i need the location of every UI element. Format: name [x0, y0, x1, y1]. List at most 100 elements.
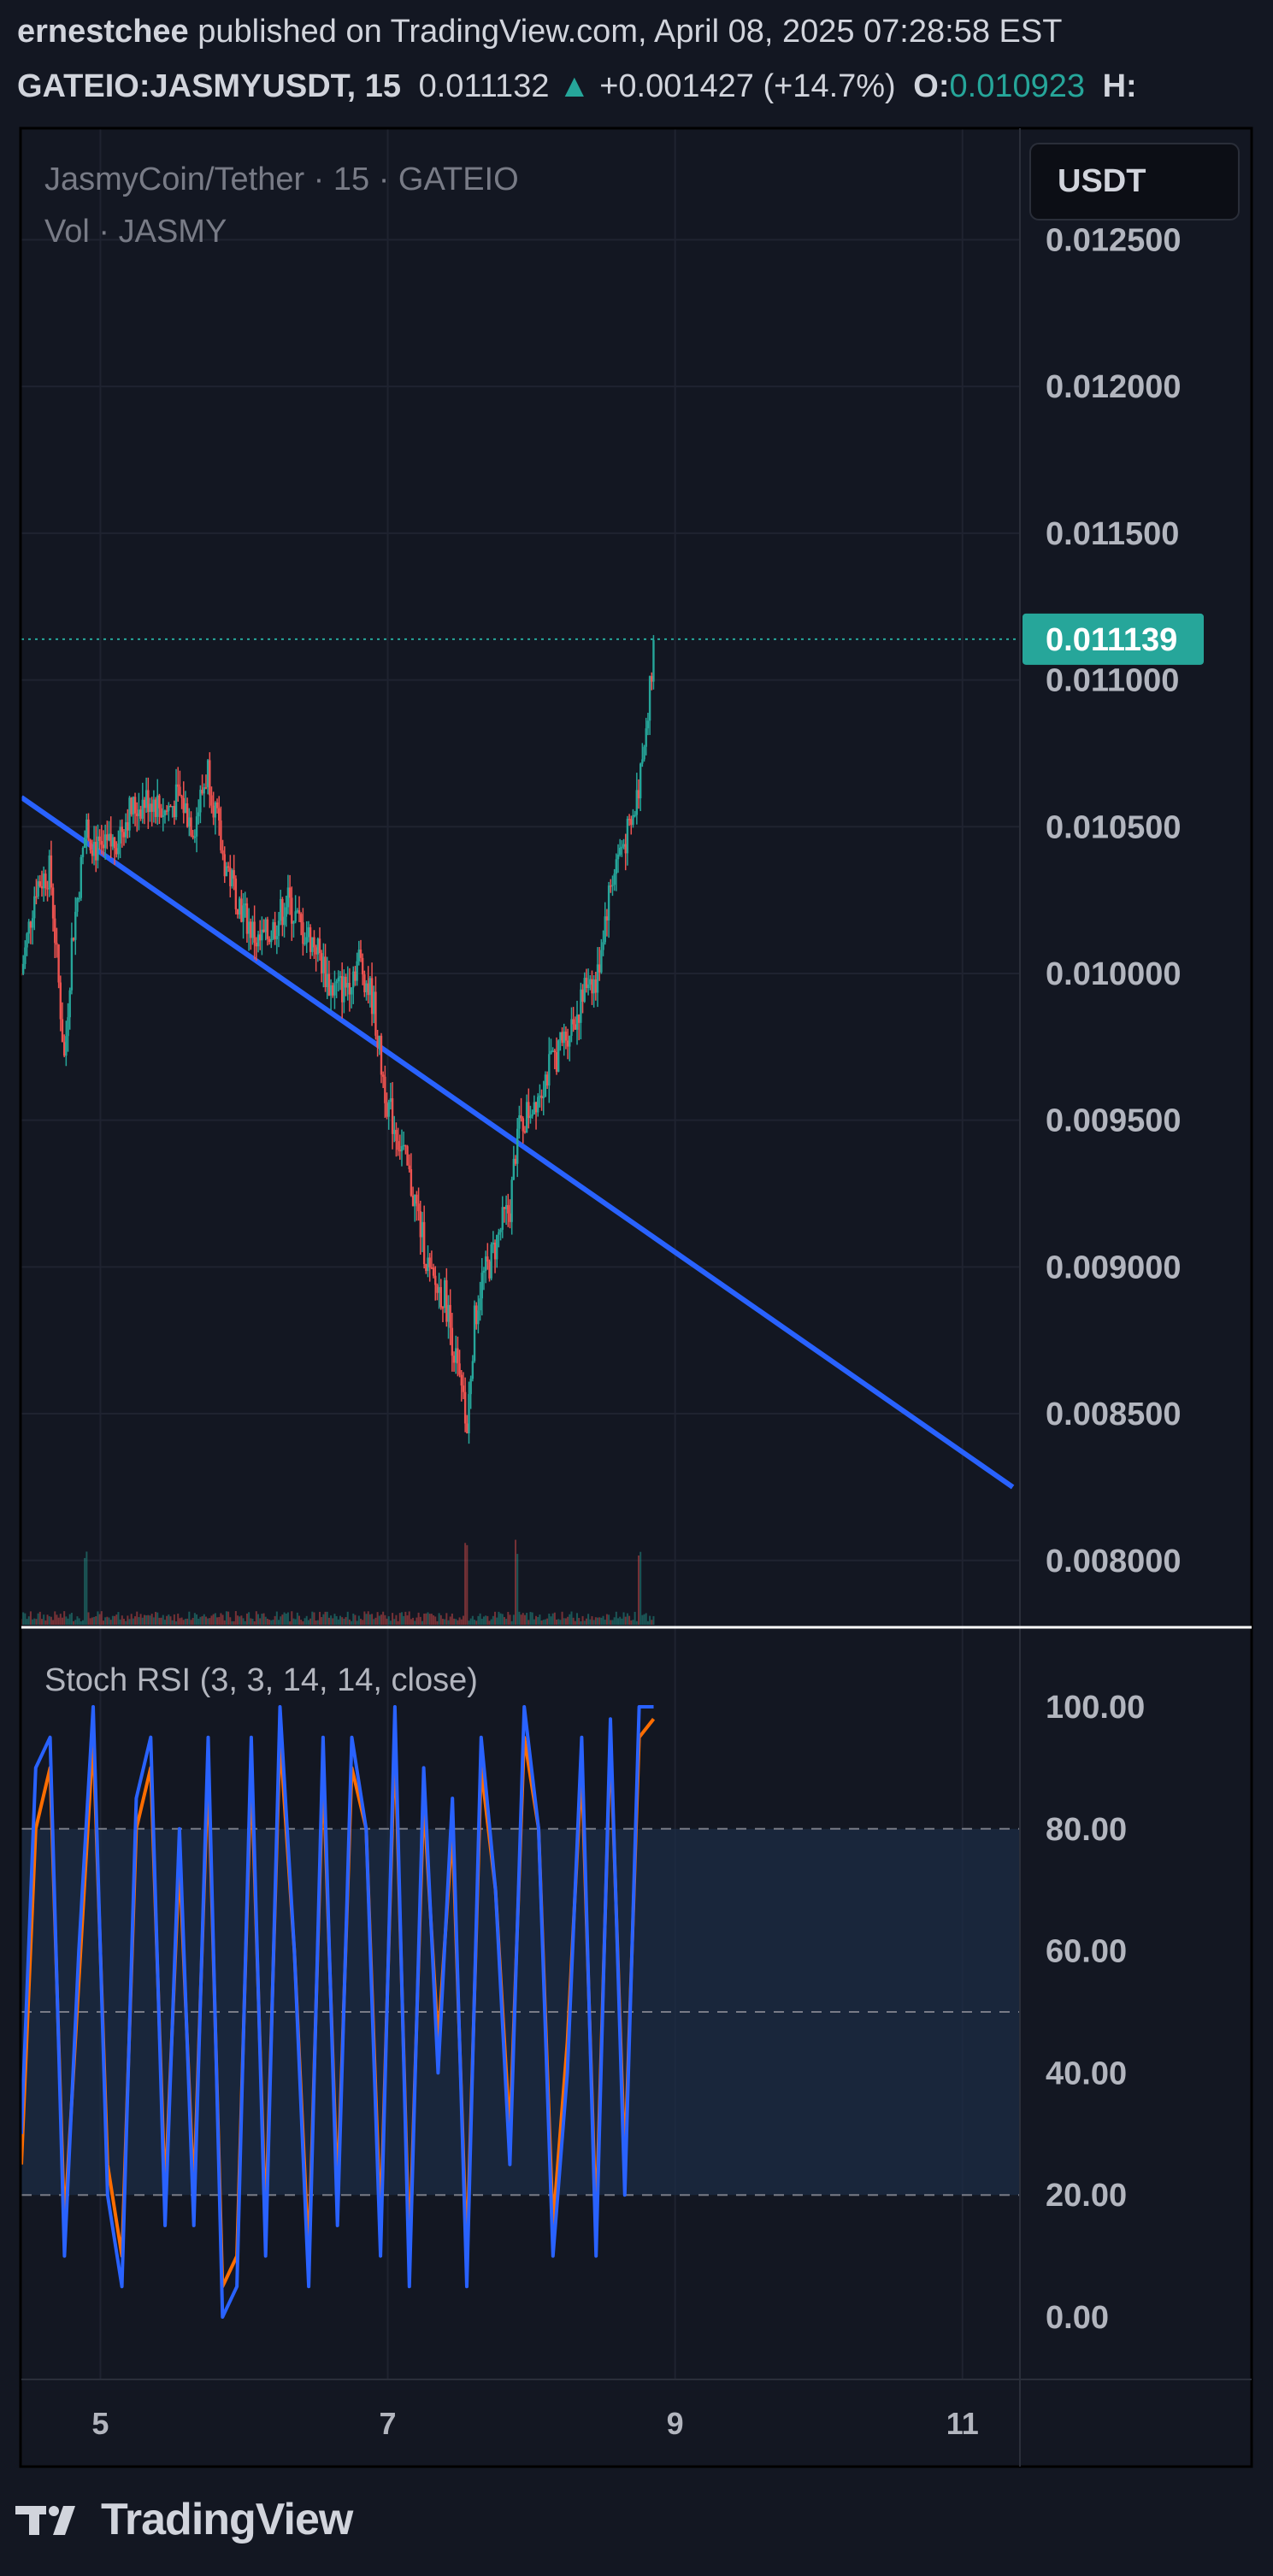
candle-body [525, 1102, 528, 1133]
volume-bar [54, 1611, 56, 1625]
candle-body [634, 815, 636, 817]
volume-bar [220, 1613, 222, 1625]
volume-bar [192, 1618, 194, 1625]
candle-body [307, 926, 310, 938]
candle-body [292, 921, 295, 924]
volume-bar [427, 1612, 429, 1625]
candle-body [551, 1050, 554, 1052]
symbol-name[interactable]: GATEIO:JASMYUSDT, 15 [17, 68, 402, 104]
volume-bar [81, 1620, 84, 1625]
candle-body [298, 910, 301, 915]
candle-body [458, 1363, 461, 1375]
candle-body [434, 1275, 437, 1285]
volume-bar [535, 1615, 538, 1625]
candle-body [510, 1179, 513, 1222]
volume-bar [415, 1617, 418, 1625]
candle-body [294, 911, 297, 922]
volume-bar [239, 1616, 241, 1625]
candle-body [318, 938, 321, 954]
volume-bar [354, 1614, 357, 1625]
volume-bar [294, 1619, 297, 1625]
volume-bar [652, 1615, 655, 1625]
volume-bar [291, 1611, 293, 1625]
chart-frame [19, 126, 1253, 2468]
candle-body [165, 810, 168, 812]
high-label: H: [1102, 68, 1137, 104]
candle-body [309, 926, 312, 952]
volume-bar [412, 1617, 415, 1625]
candle-body [315, 947, 317, 955]
volume-bar [553, 1612, 556, 1625]
volume-bar [639, 1551, 642, 1625]
volume-bar [449, 1616, 451, 1625]
volume-bar [61, 1617, 63, 1625]
candle-body [268, 938, 271, 943]
volume-bar [567, 1616, 569, 1625]
candle-body [373, 991, 375, 1015]
volume-bar [33, 1618, 36, 1625]
candle-body [234, 878, 238, 909]
volume-bar [378, 1615, 380, 1625]
candle-body [169, 805, 172, 808]
candle-body [488, 1261, 491, 1279]
volume-bar [102, 1620, 104, 1625]
candle-body [220, 820, 222, 850]
candle-body [482, 1270, 486, 1273]
volume-bar [600, 1617, 603, 1625]
volume-bar [283, 1612, 286, 1625]
candle-body [42, 873, 45, 889]
volume-bar [611, 1620, 614, 1625]
candle-body [594, 979, 598, 993]
candle-body [130, 797, 133, 815]
candle-body [471, 1361, 474, 1379]
volume-bar [136, 1611, 138, 1625]
author-name[interactable]: ernestchee [17, 14, 189, 50]
volume-bar [531, 1612, 533, 1625]
volume-bar [505, 1619, 508, 1625]
volume-bar [324, 1611, 327, 1625]
volume-bar [152, 1617, 155, 1625]
candle-body [387, 1102, 390, 1117]
candle-body [44, 873, 47, 889]
price-change: +0.001427 (+14.7%) [599, 68, 896, 104]
volume-bar [428, 1614, 431, 1625]
volume-bar [250, 1618, 252, 1625]
candle-body [68, 990, 71, 1018]
candle-body [256, 934, 260, 947]
volume-bar [635, 1620, 638, 1625]
volume-bar [106, 1616, 109, 1625]
candle-body [436, 1285, 439, 1293]
candle-body [583, 978, 586, 1002]
candle-body [304, 943, 306, 945]
candle-body [596, 964, 599, 993]
candle-body [648, 676, 651, 721]
volume-bar [335, 1615, 338, 1625]
tradingview-logo[interactable]: TradingView [15, 2494, 353, 2545]
volume-bar [285, 1613, 287, 1625]
volume-bar [537, 1616, 539, 1625]
volume-bar [624, 1616, 627, 1625]
volume-bar [132, 1618, 134, 1625]
volume-bars [21, 1539, 655, 1625]
volume-bar [35, 1619, 38, 1625]
candle-body [138, 809, 140, 816]
candle-body [509, 1213, 511, 1222]
currency-label: USDT [1058, 163, 1146, 199]
candle-body [370, 978, 374, 1015]
last-price: 0.011132 [418, 68, 550, 104]
candle-body [359, 950, 362, 958]
candle-body [158, 795, 161, 809]
candle-body [91, 850, 94, 856]
currency-button[interactable]: USDT [1029, 143, 1240, 221]
volume-bar [141, 1617, 144, 1625]
volume-bar [441, 1619, 444, 1625]
volume-bar [56, 1614, 58, 1625]
candle-body [143, 799, 146, 809]
candle-body [311, 937, 314, 952]
volume-bar [634, 1611, 636, 1625]
volume-bar [212, 1614, 215, 1625]
candle-body [72, 938, 75, 940]
candle-body [417, 1203, 420, 1212]
volume-bar [341, 1617, 344, 1625]
